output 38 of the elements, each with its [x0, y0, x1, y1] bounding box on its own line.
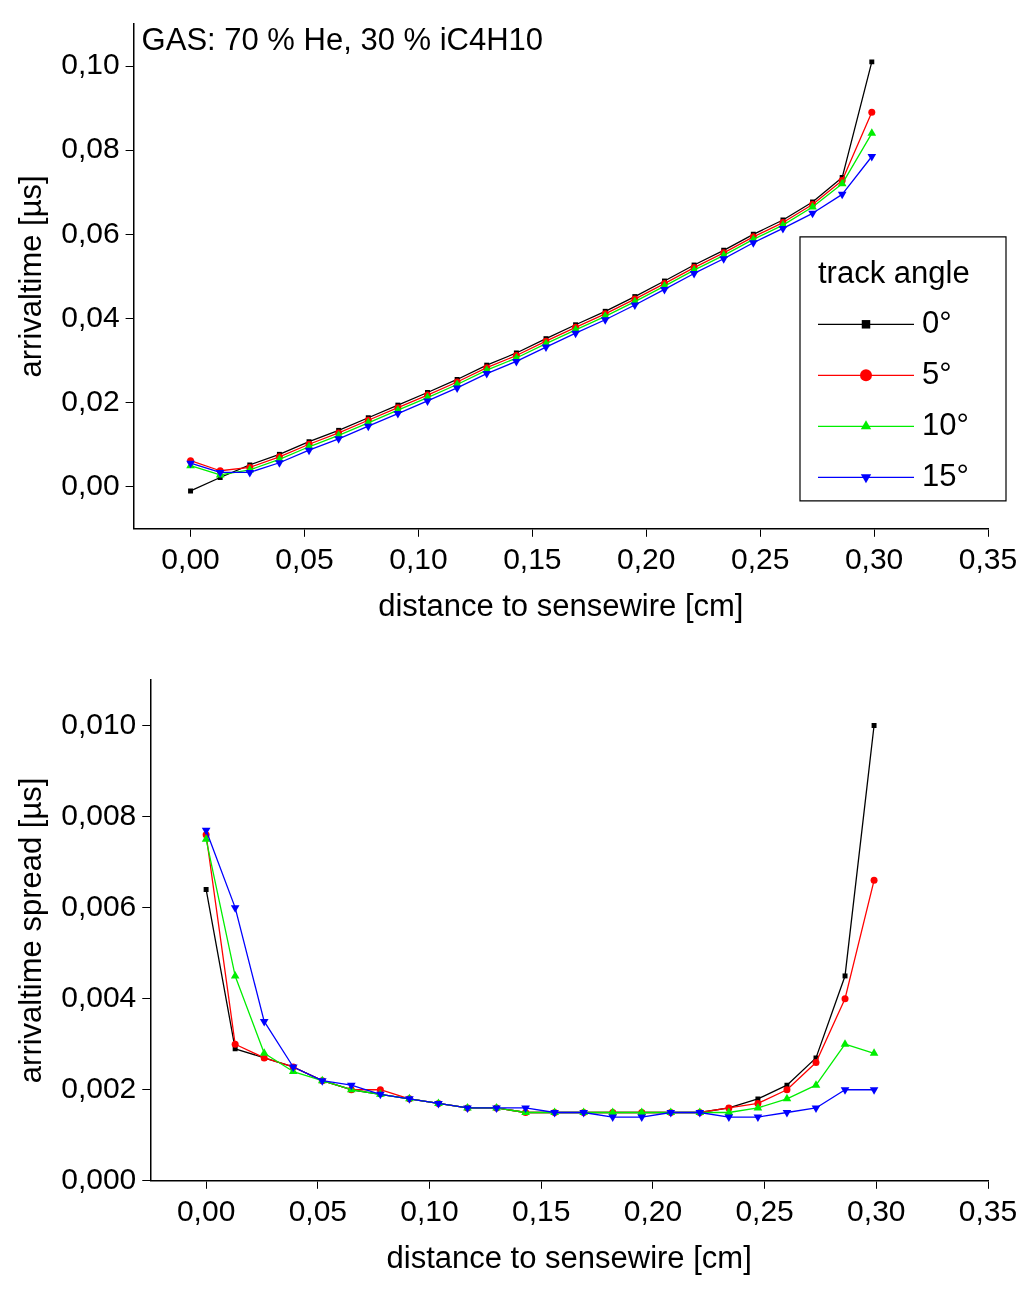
x-tick-label: 0,15 [512, 1194, 571, 1228]
y-tick-label: 0,06 [61, 215, 120, 249]
y-tick-label: 0,002 [61, 1071, 137, 1105]
legend-label: 15° [922, 457, 969, 493]
x-axis-title: distance to sensewire [cm] [386, 1239, 752, 1275]
x-tick-label: 0,20 [623, 1194, 683, 1228]
x-tick-label: 0,25 [730, 542, 790, 576]
y-tick-label: 0,004 [61, 979, 137, 1013]
x-tick-label: 0,30 [844, 542, 904, 576]
y-tick-label: 0,04 [61, 299, 120, 333]
x-tick-label: 0,35 [958, 542, 1018, 576]
x-tick-label: 0,05 [275, 542, 334, 576]
annotation: GAS: 70 % He, 30 % iC4H10 [141, 22, 544, 58]
x-tick-label: 0,25 [735, 1194, 794, 1228]
x-tick-label: 0,00 [176, 1194, 236, 1228]
legend-title: track angle [818, 255, 970, 291]
x-tick-label: 0,20 [617, 542, 676, 576]
x-tick-label: 0,05 [288, 1194, 348, 1228]
legend-label: 10° [922, 406, 969, 442]
y-tick-label: 0,08 [61, 131, 120, 165]
y-tick-label: 0,000 [61, 1162, 137, 1196]
x-tick-label: 0,00 [161, 542, 220, 576]
y-tick-label: 0,02 [61, 383, 120, 417]
y-tick-label: 0,006 [61, 888, 137, 922]
y-tick-label: 0,008 [61, 797, 137, 831]
y-tick-label: 0,00 [61, 468, 120, 501]
x-tick-label: 0,10 [400, 1194, 459, 1228]
y-tick-label: 0,010 [61, 706, 137, 740]
legend-label: 5° [922, 355, 952, 391]
x-tick-label: 0,15 [503, 542, 562, 576]
x-tick-label: 0,35 [958, 1194, 1018, 1228]
x-tick-label: 0,30 [847, 1194, 906, 1228]
y-axis-title: arrivaltime spread [µs] [13, 777, 49, 1084]
y-tick-label: 0,10 [61, 47, 120, 81]
y-axis-title: arrivaltime [µs] [13, 175, 49, 378]
x-axis-title: distance to sensewire [cm] [378, 587, 744, 623]
x-tick-label: 0,10 [389, 542, 448, 576]
legend-label: 0° [922, 304, 952, 340]
